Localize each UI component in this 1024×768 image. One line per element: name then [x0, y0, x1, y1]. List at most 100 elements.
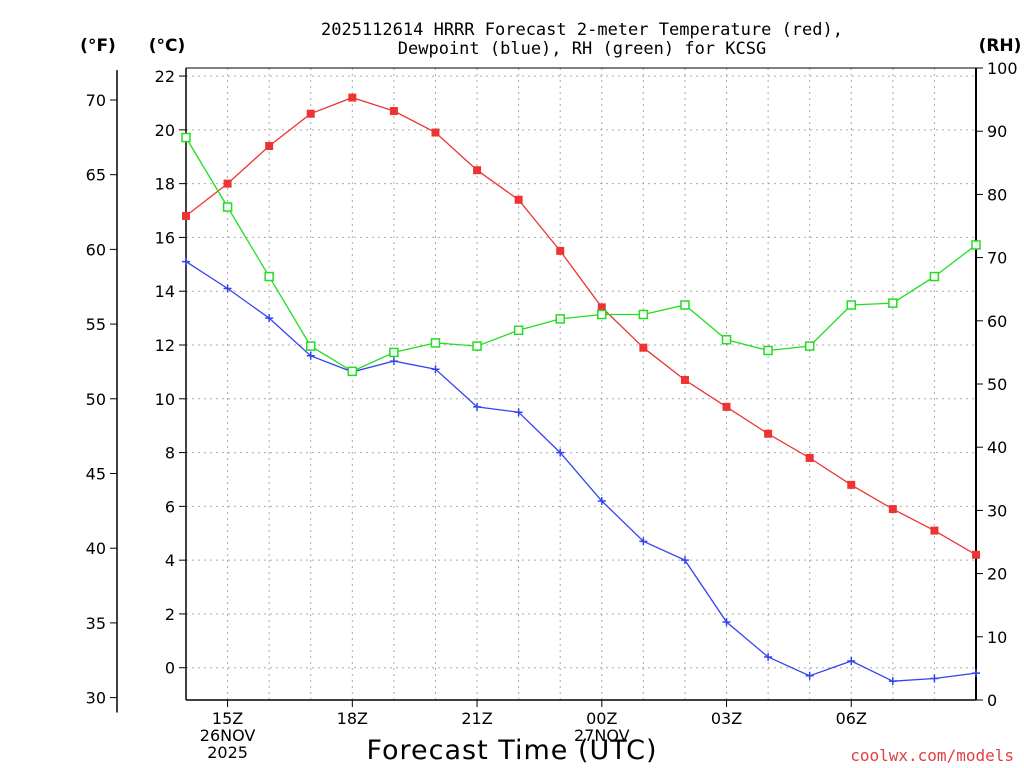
rh-tick-label: 40	[987, 438, 1007, 457]
rh-point	[264, 271, 274, 282]
temperature-point	[597, 303, 606, 312]
celsius-tick-label: 18	[155, 175, 175, 194]
x-tick-label: 00Z	[586, 709, 617, 728]
fahrenheit-tick-label: 55	[86, 315, 106, 334]
fahrenheit-axis-unit: (°F)	[80, 36, 116, 56]
rh-point	[181, 132, 191, 143]
celsius-tick-label: 10	[155, 390, 175, 409]
rh-point	[389, 347, 399, 358]
dewpoint-point	[597, 496, 606, 505]
dewpoint-point	[847, 657, 856, 666]
temperature-point	[680, 375, 689, 384]
temperature-point	[223, 179, 232, 188]
rh-point	[804, 341, 815, 351]
celsius-tick-label: 12	[155, 336, 175, 355]
rh-tick-label: 60	[987, 312, 1007, 331]
fahrenheit-tick-label: 45	[86, 464, 106, 483]
celsius-axis-unit: (°C)	[149, 36, 186, 56]
dewpoint-point	[431, 365, 440, 374]
rh-point	[472, 341, 482, 351]
x-tick-label: 03Z	[711, 709, 742, 728]
celsius-tick-label: 22	[155, 67, 175, 86]
rh-tick-label: 100	[987, 59, 1018, 78]
series	[181, 93, 981, 686]
rh-tick-label: 10	[987, 628, 1007, 647]
dewpoint-point	[639, 537, 648, 546]
rh-tick-label: 30	[987, 501, 1007, 520]
rh-tick-label: 80	[987, 185, 1007, 204]
rh-axis-unit: (RH)	[979, 36, 1022, 56]
dewpoint-point	[514, 408, 523, 417]
temperature-point	[306, 109, 315, 118]
source-credit: coolwx.com/models	[850, 746, 1014, 765]
rh-point	[721, 335, 732, 345]
rh-point	[555, 314, 565, 324]
temperature-point	[431, 128, 440, 137]
rh-tick-label: 70	[987, 249, 1007, 268]
rh-point	[513, 325, 524, 336]
x-tick-label: 15Z	[212, 709, 243, 728]
rh-point	[347, 366, 358, 377]
fahrenheit-tick-label: 35	[86, 614, 106, 633]
tick-labels: 0 2 4 6 8 10 12 14 16 18 20 22 30 35 40 45 50 55 60 65 70 0 10…	[86, 59, 1018, 762]
temperature-point	[182, 211, 190, 220]
celsius-tick-label: 20	[155, 121, 175, 140]
dewpoint-point	[306, 351, 315, 360]
rh-point	[763, 345, 773, 356]
x-tick-label: 21Z	[461, 709, 492, 728]
temperature-point	[348, 93, 357, 102]
temperature-line	[185, 96, 977, 556]
dewpoint-point	[680, 556, 689, 565]
rh-line	[185, 137, 977, 373]
dewpoint-point	[223, 284, 232, 293]
rh-tick-label: 0	[987, 691, 997, 710]
temperature-point	[639, 343, 648, 352]
temperature-point	[888, 505, 897, 514]
dewpoint-point	[930, 674, 939, 683]
temperature-point	[473, 166, 482, 175]
celsius-tick-label: 8	[165, 444, 175, 463]
rh-tick-label: 20	[987, 565, 1007, 584]
fahrenheit-tick-label: 40	[86, 539, 106, 558]
temperature-point	[265, 141, 274, 150]
rh-tick-label: 50	[987, 375, 1007, 394]
celsius-tick-label: 0	[165, 659, 175, 678]
rh-point	[971, 240, 981, 250]
rh-point	[430, 338, 441, 348]
temperature-point	[764, 429, 773, 438]
fahrenheit-tick-label: 70	[86, 91, 106, 110]
chart-title-line-2: Dewpoint (blue), RH (green) for KCSG	[398, 39, 766, 59]
fahrenheit-tick-label: 65	[86, 166, 106, 185]
x-tick-label: 2025	[207, 743, 248, 762]
rh-point	[597, 309, 607, 320]
temperature-point	[972, 550, 980, 559]
rh-point	[846, 300, 857, 310]
dewpoint-point	[805, 671, 814, 680]
dewpoint-line	[185, 261, 977, 682]
dewpoint-point	[473, 402, 482, 411]
temperature-point	[930, 526, 939, 535]
x-axis-title: Forecast Time (UTC)	[366, 735, 657, 766]
chart-title-line-1: 2025112614 HRRR Forecast 2-meter Tempera…	[321, 20, 843, 40]
rh-point	[638, 309, 649, 320]
rh-point	[888, 298, 898, 308]
x-tick-label: 06Z	[836, 709, 867, 728]
temperature-point	[847, 480, 856, 489]
temperature-point	[389, 107, 398, 116]
celsius-tick-label: 2	[165, 605, 175, 624]
rh-point	[222, 202, 233, 212]
dewpoint-point	[972, 669, 980, 678]
dewpoint-point	[389, 357, 398, 366]
axes	[110, 67, 983, 713]
celsius-tick-label: 6	[165, 497, 175, 516]
rh-tick-label: 90	[987, 122, 1007, 141]
dewpoint-point	[764, 652, 773, 661]
x-tick-label: 26NOV	[200, 726, 256, 745]
celsius-tick-label: 14	[155, 282, 175, 301]
dewpoint-point	[182, 257, 190, 266]
temperature-point	[805, 453, 814, 462]
dewpoint-point	[265, 314, 274, 323]
dewpoint-point	[722, 618, 731, 627]
